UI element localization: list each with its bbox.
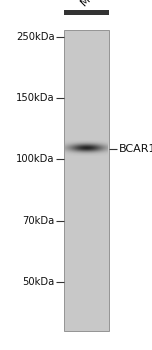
Text: 150kDa: 150kDa xyxy=(16,93,55,103)
Text: 50kDa: 50kDa xyxy=(22,277,55,287)
Text: Mouse brain: Mouse brain xyxy=(79,0,132,9)
Text: 250kDa: 250kDa xyxy=(16,32,55,42)
Bar xyxy=(64,30,109,331)
Text: 70kDa: 70kDa xyxy=(22,216,55,225)
Text: 100kDa: 100kDa xyxy=(16,154,55,164)
Bar xyxy=(64,9,109,15)
Text: BCAR1: BCAR1 xyxy=(119,144,152,154)
